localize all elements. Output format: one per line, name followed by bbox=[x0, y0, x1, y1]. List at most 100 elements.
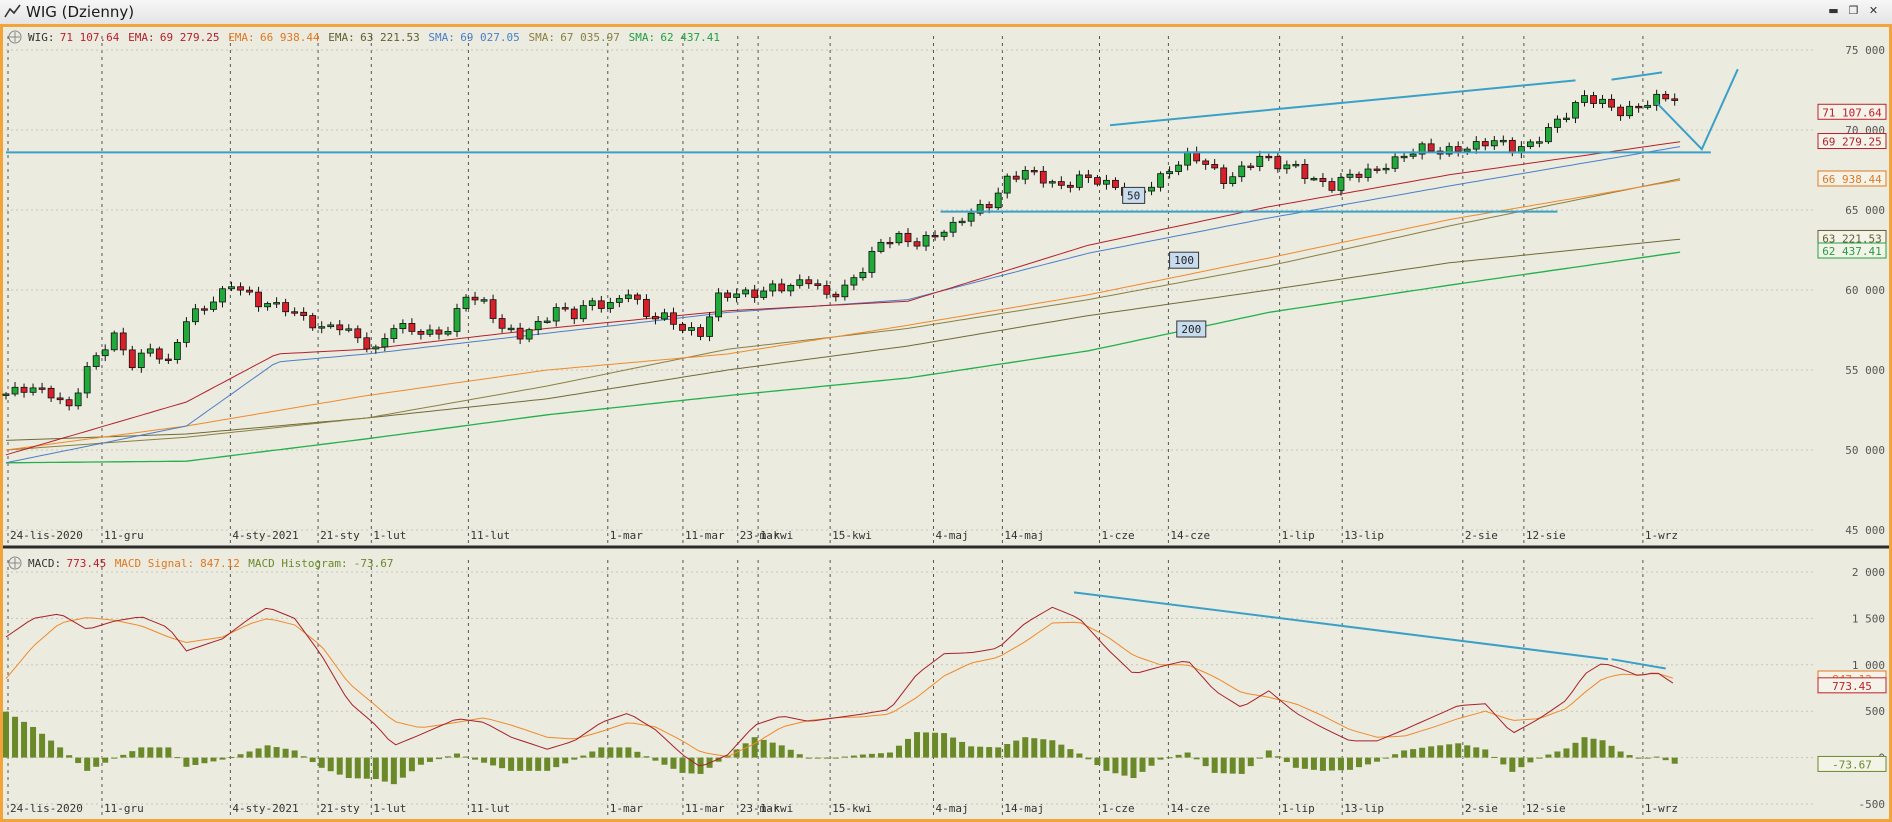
candle bbox=[679, 322, 686, 334]
svg-text:62 437.41: 62 437.41 bbox=[1822, 245, 1882, 258]
x-tick-label: 1-cze bbox=[1102, 802, 1135, 815]
histogram-bar bbox=[905, 738, 911, 758]
histogram-bar bbox=[1671, 757, 1678, 764]
x-tick-label: 4-maj bbox=[936, 802, 969, 815]
histogram-bar bbox=[273, 747, 280, 758]
close-button[interactable]: ✕ bbox=[1868, 4, 1879, 17]
x-tick-label: 15-kwi bbox=[832, 802, 872, 815]
histogram-bar bbox=[1392, 754, 1399, 758]
histogram-bar bbox=[1337, 757, 1344, 771]
move-handle-icon[interactable] bbox=[8, 30, 22, 44]
x-tick-label: 11-lut bbox=[470, 802, 510, 815]
y-tick-label: 45 000 bbox=[1845, 524, 1885, 537]
histogram-bar bbox=[1292, 757, 1299, 768]
candle bbox=[543, 317, 551, 324]
candle bbox=[1445, 142, 1453, 157]
candle bbox=[922, 231, 930, 251]
candle bbox=[661, 308, 668, 321]
restore-button[interactable]: ❐ bbox=[1848, 4, 1859, 17]
candle bbox=[1247, 162, 1255, 171]
candle bbox=[570, 306, 578, 325]
x-tick-label: 15-kwi bbox=[832, 529, 872, 542]
candle bbox=[327, 321, 335, 329]
histogram-bar bbox=[1112, 757, 1119, 774]
candle bbox=[823, 280, 831, 299]
histogram-bar bbox=[580, 755, 587, 758]
candle bbox=[1536, 136, 1543, 148]
histogram-bar bbox=[174, 757, 181, 759]
move-handle-icon[interactable] bbox=[8, 556, 22, 570]
histogram-bar bbox=[210, 757, 217, 762]
x-tick-label: 21-sty bbox=[320, 802, 360, 815]
histogram-bar bbox=[30, 726, 37, 758]
histogram-bar bbox=[1383, 757, 1390, 759]
legend-value: 69 027.05 bbox=[460, 31, 520, 44]
histogram-bar bbox=[1365, 757, 1372, 765]
x-tick-label: 14-maj bbox=[1004, 529, 1044, 542]
sma200-line bbox=[5, 251, 1681, 464]
trendline[interactable] bbox=[1109, 79, 1576, 127]
histogram-bar bbox=[111, 757, 118, 759]
candle bbox=[38, 382, 46, 394]
candle bbox=[643, 294, 650, 320]
candle bbox=[1112, 177, 1119, 191]
legend-value: 66 938.44 bbox=[260, 31, 320, 44]
histogram-bar bbox=[390, 757, 397, 785]
minimize-button[interactable]: ▬ bbox=[1828, 4, 1839, 17]
histogram-bar bbox=[823, 757, 830, 759]
candle bbox=[1175, 161, 1182, 176]
candle bbox=[1319, 173, 1327, 187]
macd-histogram bbox=[3, 711, 1678, 785]
candle bbox=[652, 312, 659, 325]
histogram-bar bbox=[787, 749, 794, 758]
histogram-bar bbox=[336, 757, 343, 775]
trendline[interactable] bbox=[1655, 68, 1739, 151]
candle bbox=[1545, 123, 1552, 145]
histogram-bar bbox=[553, 757, 560, 768]
candle bbox=[1057, 176, 1065, 190]
value-label: 69 279.25 bbox=[1817, 133, 1887, 150]
histogram-bar bbox=[12, 716, 19, 758]
histogram-bar bbox=[1013, 740, 1020, 758]
histogram-bar bbox=[616, 747, 623, 758]
x-tick-label: 1-cze bbox=[1102, 529, 1135, 542]
candle bbox=[1653, 89, 1661, 111]
candle bbox=[11, 381, 19, 397]
legend-value: 71 107.64 bbox=[60, 31, 120, 44]
histogram-bar bbox=[1310, 757, 1317, 770]
macd-trendlines[interactable] bbox=[1073, 591, 1666, 670]
x-tick-label: 11-lut bbox=[470, 529, 510, 542]
trendline[interactable] bbox=[1611, 71, 1663, 81]
x-tick-label: 1-lip bbox=[1282, 529, 1315, 542]
histogram-bar bbox=[562, 757, 569, 764]
histogram-bar bbox=[715, 757, 722, 762]
legend-name: SMA: bbox=[529, 31, 556, 44]
histogram-bar bbox=[66, 755, 73, 758]
histogram-bar bbox=[1401, 750, 1408, 758]
value-label: 63 221.53 bbox=[1817, 229, 1887, 246]
candle bbox=[1337, 173, 1345, 196]
candle bbox=[74, 388, 82, 410]
trendline[interactable] bbox=[1611, 658, 1666, 670]
histogram-bar bbox=[544, 757, 551, 771]
price-trendlines[interactable]: 50 100 200 bbox=[6, 68, 1739, 338]
candle bbox=[588, 297, 596, 311]
histogram-bar bbox=[841, 756, 848, 758]
candle bbox=[1373, 165, 1381, 174]
histogram-bar bbox=[1184, 752, 1191, 758]
histogram-bar bbox=[1374, 757, 1381, 762]
histogram-bar bbox=[84, 757, 91, 771]
moving-averages bbox=[5, 141, 1681, 464]
y-tick-label: 1 000 bbox=[1852, 659, 1885, 672]
trendline[interactable] bbox=[1073, 591, 1609, 661]
chart-icon bbox=[4, 4, 21, 18]
candle bbox=[1608, 94, 1615, 111]
histogram-bar bbox=[192, 757, 199, 766]
candle bbox=[597, 295, 605, 313]
histogram-bar bbox=[1022, 737, 1029, 758]
price-grid bbox=[6, 36, 1815, 543]
candle bbox=[173, 339, 181, 364]
svg-text:773.45: 773.45 bbox=[1832, 680, 1872, 693]
x-tick-label: 1-lut bbox=[373, 802, 406, 815]
